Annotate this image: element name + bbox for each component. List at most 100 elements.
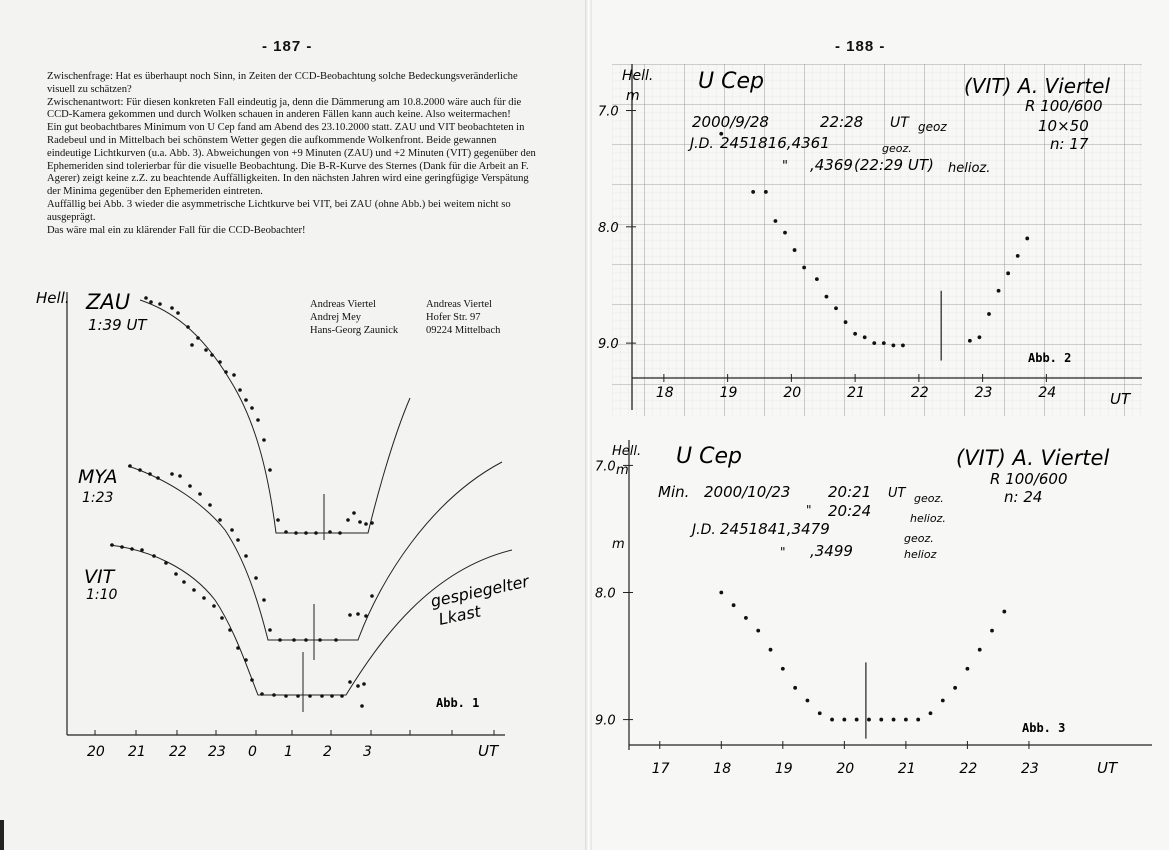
data-point-vit — [130, 547, 134, 551]
paragraph: Ein gut beobachtbares Minimum von U Cep … — [47, 122, 536, 198]
data-point — [867, 717, 871, 722]
data-point-vit — [260, 692, 264, 696]
data-point-mya — [334, 638, 338, 642]
data-point — [843, 320, 848, 325]
geocentric-label: geoz — [918, 120, 947, 134]
x-tick-label: 20 — [783, 385, 801, 401]
figure-3-chart: Hell. m m U Cep (VIT) A. Viertel R 100/6… — [595, 440, 1152, 777]
data-point-mya — [156, 476, 160, 480]
data-point-zau — [358, 520, 362, 524]
x-tick-label: 19 — [720, 385, 738, 401]
x-tick-label: 1 — [284, 744, 293, 760]
data-point — [967, 338, 972, 343]
x-tick-label: 22 — [911, 385, 929, 401]
data-point-vit — [182, 580, 186, 584]
minimum-label: Min. — [658, 483, 689, 501]
curve-note-vit: 1:10 — [86, 587, 118, 603]
data-point — [916, 717, 921, 722]
y-tick-label: 9.0 — [595, 714, 616, 729]
left-page: - 187 - Zwischenfrage: Hat es überhaupt … — [0, 0, 585, 850]
x-tick-label: 24 — [1038, 385, 1056, 401]
data-point-vit — [308, 694, 312, 698]
data-point-vit — [220, 616, 224, 620]
data-point — [953, 685, 958, 690]
data-point — [802, 265, 807, 270]
star-name: U Cep — [676, 444, 742, 469]
x-tick-label: 2 — [323, 744, 332, 760]
observation-date: 2000/9/28 — [692, 113, 769, 131]
data-point — [1025, 236, 1030, 241]
x-tick-label: 21 — [847, 385, 865, 401]
y-axis-unit: m — [616, 463, 629, 478]
data-point — [719, 590, 724, 595]
data-point-mya — [230, 528, 234, 532]
ditto-mark: " — [806, 503, 812, 517]
heliocentric-label: helioz. — [910, 512, 946, 525]
data-point-zau — [149, 300, 153, 304]
data-point — [744, 616, 748, 620]
data-point — [751, 190, 756, 194]
geocentric-label: geoz. — [914, 492, 944, 505]
data-point-mya — [254, 576, 258, 580]
data-point-zau — [232, 373, 236, 377]
data-point — [756, 628, 761, 633]
data-point-zau — [210, 353, 214, 357]
minimum-time-geo: 20:21 — [828, 483, 871, 501]
data-point — [1002, 609, 1007, 614]
postal-address: Andreas Viertel Hofer Str. 97 09224 Mitt… — [426, 298, 500, 337]
data-point-mya — [188, 484, 192, 488]
figure-caption: Abb. 1 — [436, 696, 479, 710]
data-point — [805, 698, 810, 703]
data-point — [977, 647, 982, 652]
data-point-vit — [192, 588, 196, 592]
data-point-zau — [262, 438, 266, 442]
time-unit: UT — [888, 486, 907, 501]
author-name: Hans-Georg Zaunick — [310, 325, 399, 336]
x-tick-label: 23 — [1021, 761, 1039, 777]
estimate-count: n: 24 — [1004, 488, 1042, 506]
figure-1-chart: Hell. ZAU 1:39 UT MYA 1:23 VIT 1:10 gesp… — [36, 289, 532, 760]
data-point-vit — [356, 684, 360, 688]
data-point-vit — [228, 628, 232, 632]
author-name: Andreas Viertel — [310, 299, 376, 310]
data-point — [853, 331, 858, 336]
julian-date-label: J.D. — [687, 136, 714, 152]
data-point-vit — [120, 545, 124, 549]
data-point-vit — [140, 548, 144, 552]
julian-date: 2451841,3479 — [720, 520, 830, 538]
article-text: Zwischenfrage: Hat es überhaupt noch Sin… — [47, 71, 537, 237]
data-point-vit — [236, 646, 240, 650]
curve-note-zau: 1:39 UT — [88, 316, 148, 334]
data-point-mya — [208, 503, 212, 507]
y-tick-label: 8.0 — [595, 587, 616, 602]
data-point-mya — [268, 628, 272, 632]
data-point-mya — [304, 638, 308, 642]
data-point-vit — [174, 572, 178, 576]
heliocentric-time: (22:29 UT) — [854, 156, 934, 174]
y-tick-label: 7.0 — [595, 459, 616, 474]
data-point-vit — [330, 694, 334, 698]
data-point-zau — [176, 311, 180, 315]
data-point-zau — [284, 530, 288, 534]
address-line: Andreas Viertel — [426, 299, 492, 310]
data-point — [928, 711, 933, 716]
x-axis-unit: UT — [1110, 390, 1132, 408]
data-point — [901, 343, 905, 348]
data-point — [996, 288, 1001, 293]
data-point-zau — [238, 388, 242, 392]
minimum-time-helio: 20:24 — [828, 502, 871, 520]
data-point-zau — [196, 336, 200, 340]
author-name: Andrej Mey — [310, 312, 362, 323]
data-point — [780, 666, 785, 671]
data-point — [731, 603, 736, 608]
data-point — [940, 698, 945, 703]
data-point-vit — [272, 693, 276, 697]
x-tick-label: 22 — [169, 744, 187, 760]
y-axis-unit: m — [626, 88, 640, 104]
data-point — [891, 717, 896, 722]
data-point-zau — [186, 325, 190, 329]
data-point — [719, 131, 724, 136]
graph-paper-grid — [612, 64, 1142, 416]
data-point-zau — [244, 398, 248, 402]
data-point-zau — [144, 296, 148, 300]
